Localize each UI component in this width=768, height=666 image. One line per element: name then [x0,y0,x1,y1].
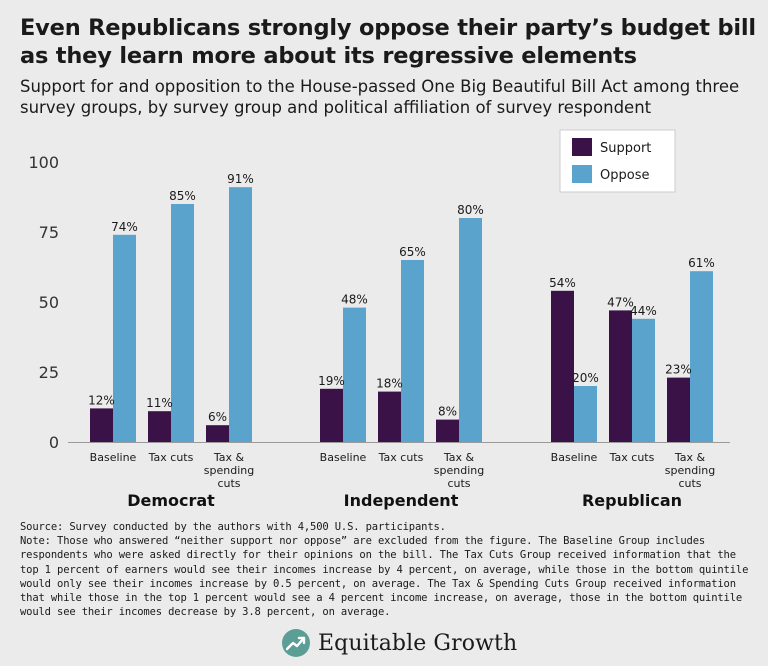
brand-logo: Equitable Growth [282,626,517,660]
bar-support [667,377,690,442]
x-tick-label: spending [204,464,254,477]
y-tick-label: 0 [49,433,59,452]
data-label-support: 12% [88,393,115,407]
bar-support [206,425,229,442]
x-tick-label: Tax & [443,451,475,464]
data-label-oppose: 74% [111,220,138,234]
data-label-oppose: 20% [572,371,599,385]
data-label-oppose: 91% [227,172,254,186]
bar-support [551,290,574,442]
bar-oppose [113,234,136,442]
x-tick-label: spending [434,464,484,477]
group-label: Democrat [127,491,215,510]
data-label-support: 8% [438,405,457,419]
x-tick-label: cuts [217,477,240,490]
bar-oppose [171,204,194,442]
legend-swatch-oppose [572,165,592,183]
bar-oppose [574,386,597,442]
growth-arrow-icon [282,629,310,657]
x-tick-label: Baseline [320,451,367,464]
x-tick-label: Baseline [551,451,598,464]
data-label-oppose: 85% [169,189,196,203]
bar-support [609,310,632,442]
data-label-oppose: 80% [457,203,484,217]
x-tick-label: Tax & [674,451,706,464]
x-tick-label: cuts [447,477,470,490]
bar-oppose [459,218,482,442]
data-label-support: 11% [146,396,173,410]
data-label-support: 18% [376,377,403,391]
x-tick-label: Tax & [213,451,245,464]
data-label-support: 6% [208,410,227,424]
x-tick-label: Baseline [90,451,137,464]
brand-name: Equitable Growth [318,630,518,656]
bar-oppose [229,187,252,442]
data-label-oppose: 48% [341,293,368,307]
chart-title: Even Republicans strongly oppose their p… [20,15,756,69]
bar-oppose [343,307,366,442]
bar-oppose [690,271,713,442]
data-label-oppose: 44% [630,304,657,318]
bar-support [148,411,171,442]
footnote: Source: Survey conducted by the authors … [20,520,755,619]
note-text: Note: Those who answered “neither suppor… [20,535,749,619]
y-tick-label: 75 [39,223,59,242]
bar-chart: 0 25 50 75 100 12% 74% Baseline 11% 85% Tax cuts 6%… [28,129,730,510]
data-label-support: 47% [607,295,634,309]
bar-oppose [632,318,655,442]
x-tick-label: Tax cuts [609,451,655,464]
data-label-support: 19% [318,374,345,388]
data-label-oppose: 61% [688,256,715,270]
bar-support [378,391,401,442]
y-tick-label: 25 [39,363,59,382]
x-tick-label: cuts [678,477,701,490]
y-tick-label: 100 [28,153,59,172]
bar-support [320,388,343,442]
legend-swatch-support [572,138,592,156]
data-label-oppose: 65% [399,245,426,259]
data-label-support: 23% [665,363,692,377]
data-label-support: 54% [549,276,576,290]
x-tick-label: Tax cuts [378,451,424,464]
group-label: Republican [582,491,682,510]
group-label: Independent [344,491,459,510]
bar-support [436,419,459,442]
bar-support [90,408,113,442]
legend-label-support: Support [600,141,651,156]
bar-oppose [401,260,424,442]
source-text: Source: Survey conducted by the authors … [20,521,446,533]
y-tick-label: 50 [39,293,59,312]
x-tick-label: Tax cuts [148,451,194,464]
chart-subtitle: Support for and opposition to the House-… [20,77,740,117]
x-tick-label: spending [665,464,715,477]
legend-label-oppose: Oppose [600,168,649,183]
